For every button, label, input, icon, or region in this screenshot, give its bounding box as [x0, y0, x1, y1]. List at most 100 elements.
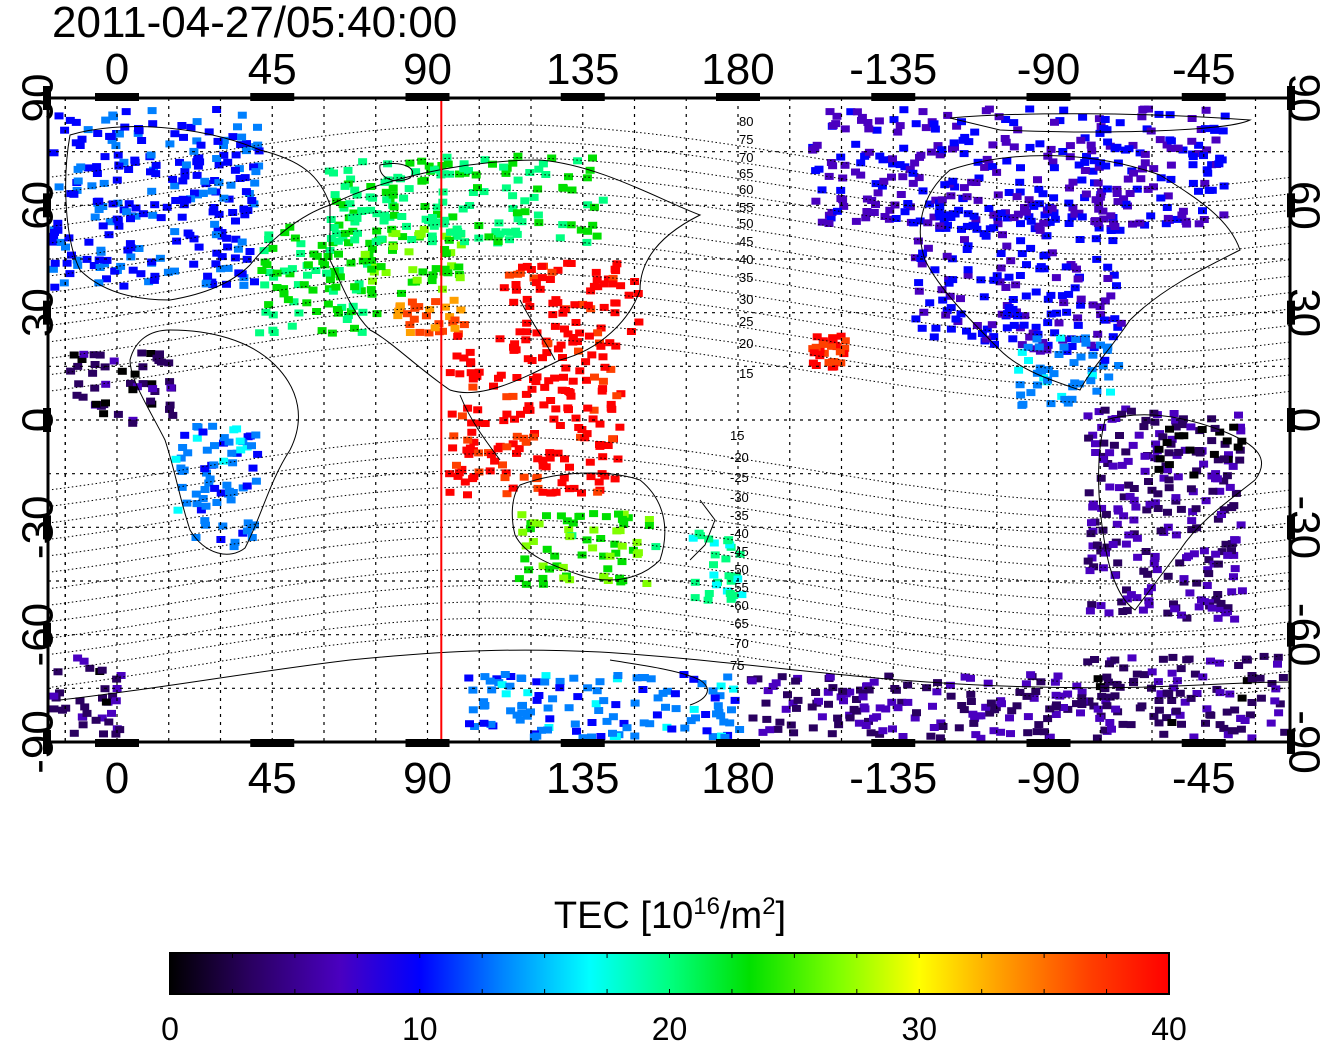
tec-cell [165, 378, 175, 386]
tec-cell [168, 411, 178, 419]
tec-cell [389, 211, 399, 219]
tec-cell [563, 330, 573, 338]
tec-cell [1050, 118, 1059, 126]
contour-labels: 807570656055504540353025201515-20-25-30-… [730, 114, 753, 673]
tec-cell [1126, 721, 1136, 729]
tec-cell [1121, 146, 1130, 154]
tec-cell [595, 678, 605, 686]
tec-cell [1106, 292, 1116, 300]
tec-cell [599, 697, 609, 705]
tec-cell [428, 271, 438, 279]
tec-cell [512, 711, 522, 719]
tec-cell [194, 243, 204, 251]
frame-tick [871, 93, 916, 101]
tec-cell [1227, 547, 1236, 555]
tec-cell [996, 250, 1006, 257]
tec-cell [1129, 496, 1139, 504]
tec-cell [1024, 357, 1033, 364]
tec-cell [529, 733, 539, 741]
tec-cell [1202, 166, 1212, 174]
tec-cell [583, 684, 593, 692]
tec-cell [438, 198, 448, 206]
tec-cell [1107, 415, 1117, 423]
tec-cell [1122, 595, 1132, 603]
tec-cell [459, 165, 469, 173]
tec-cell [1043, 366, 1053, 374]
tec-cell [1245, 711, 1255, 719]
tec-cell [632, 538, 642, 546]
tec-cell [555, 234, 565, 242]
tec-cell [1132, 670, 1142, 678]
tec-cell [993, 191, 1003, 199]
tec-cell [223, 264, 233, 272]
tec-cell [285, 270, 295, 278]
tec-cell [104, 718, 114, 726]
frame-tick [43, 300, 51, 325]
contour-label: 55 [739, 200, 753, 215]
tec-cell [84, 238, 94, 246]
tec-cell [808, 345, 818, 353]
tec-cell [372, 310, 382, 318]
tec-cell [514, 575, 524, 583]
contour-line [48, 486, 1290, 552]
tec-cell [1154, 445, 1164, 453]
tec-cell [968, 710, 978, 718]
tec-cell [427, 277, 437, 285]
tec-cell [827, 342, 836, 350]
tec-cell [596, 324, 606, 332]
tec-cell [518, 701, 527, 709]
tec-cell [204, 128, 214, 136]
tec-cell [1217, 156, 1227, 164]
tec-cell [702, 727, 712, 735]
tec-cell [1087, 601, 1097, 609]
tec-cell [78, 721, 88, 729]
tec-cell [1046, 291, 1056, 299]
tec-cell [817, 218, 827, 226]
top-lon-label: 135 [546, 45, 619, 94]
tec-cell [559, 373, 568, 381]
tec-cell [468, 375, 478, 383]
tec-cell [1134, 431, 1144, 439]
tec-cell [510, 340, 520, 348]
contour-line [48, 239, 1290, 305]
tec-cell [77, 135, 87, 143]
tec-cell [860, 705, 870, 713]
tec-cell [177, 483, 187, 491]
tec-cell [612, 392, 622, 400]
tec-cell [1267, 680, 1277, 687]
tec-cell [558, 354, 567, 361]
tec-cell [77, 356, 87, 363]
tec-cell [113, 199, 123, 207]
tec-cell [833, 207, 842, 215]
tec-cell [455, 170, 464, 178]
tec-cell [194, 154, 204, 162]
tec-cell [576, 226, 586, 234]
tec-cell [596, 342, 606, 350]
tec-cell [608, 729, 617, 737]
tec-cell [522, 712, 532, 720]
tec-cell [836, 359, 846, 367]
tec-cell [1032, 335, 1042, 343]
tec-cell [1002, 157, 1012, 165]
tec-cell [1152, 566, 1162, 574]
contour-line [48, 156, 1290, 223]
tec-cell [1009, 119, 1019, 127]
tec-cell [954, 724, 964, 732]
tec-cell [113, 151, 123, 159]
tec-cell [1035, 226, 1045, 234]
tec-cell [1035, 265, 1045, 273]
tec-cell [588, 154, 597, 162]
tec-cell [247, 534, 257, 541]
tec-cell [1105, 483, 1115, 491]
tec-cell [371, 238, 381, 246]
tec-cell [610, 299, 620, 307]
tec-cell [1015, 381, 1025, 389]
tec-cell [989, 333, 999, 341]
tec-cell [1161, 220, 1171, 228]
tec-cell [594, 707, 604, 714]
tec-cell [130, 156, 140, 164]
tec-cell [914, 279, 924, 287]
tec-cell [228, 133, 238, 141]
tec-cell [908, 169, 918, 177]
tec-cell [198, 428, 208, 436]
